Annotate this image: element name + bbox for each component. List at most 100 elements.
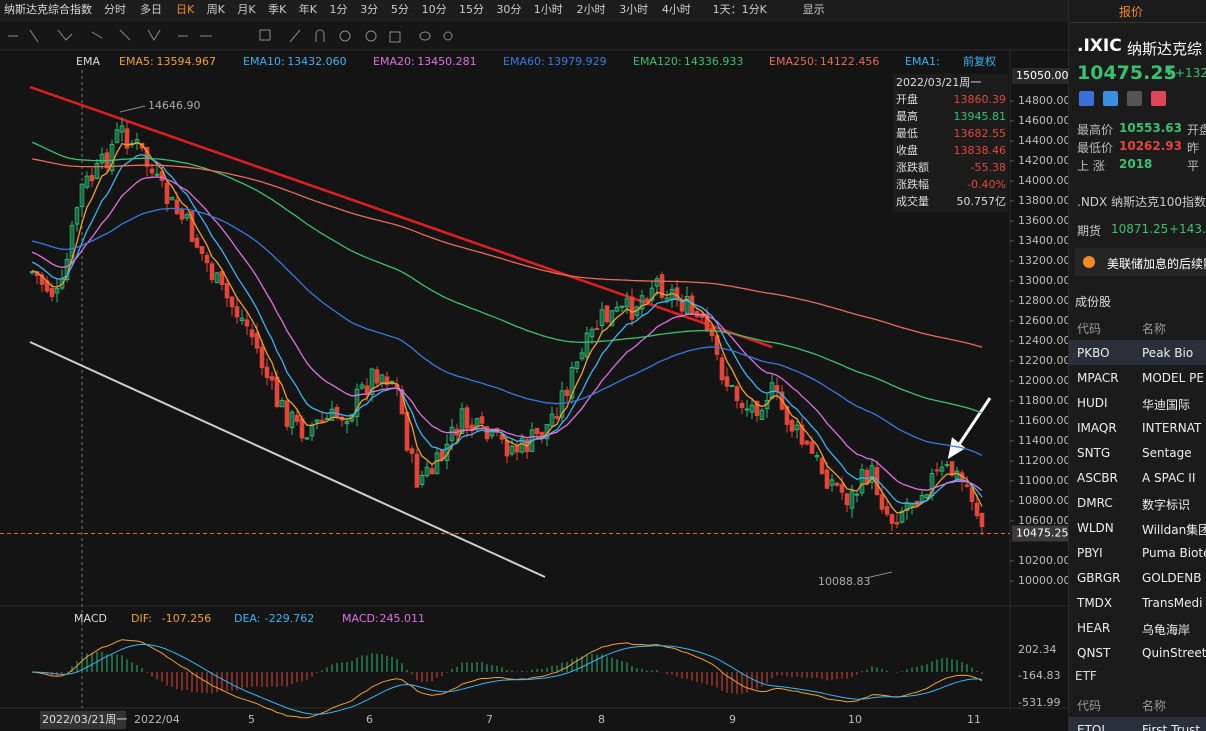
period-tab[interactable]: 15分: [459, 3, 484, 16]
arrow: ⬆: [1164, 64, 1175, 78]
period-tab[interactable]: 1小时: [534, 3, 563, 16]
icon[interactable]: [1127, 91, 1142, 106]
info-value: 13838.46: [954, 144, 1007, 157]
candle-body: [314, 419, 320, 423]
legend-value: 13432.060: [287, 55, 347, 68]
legend-value: 14336.933: [684, 55, 744, 68]
price-tick: 13600.00: [1018, 214, 1068, 227]
info-value: 13945.81: [954, 110, 1007, 123]
code[interactable]: SNTG: [1077, 446, 1111, 460]
stat-key: 最高价: [1077, 123, 1114, 137]
period-tab[interactable]: 2小时: [577, 3, 606, 16]
news-bg: [1075, 248, 1206, 276]
code[interactable]: HUDI: [1077, 396, 1108, 410]
code[interactable]: PKBO: [1077, 346, 1110, 360]
period-tab[interactable]: 多日: [140, 2, 162, 16]
stock-name[interactable]: INTERNAT: [1142, 421, 1202, 435]
stock-name[interactable]: 华迪国际: [1142, 398, 1191, 412]
stock-name[interactable]: A SPAC II: [1142, 471, 1196, 485]
stock-name[interactable]: TransMedi: [1142, 596, 1203, 610]
candle-body: [419, 475, 425, 485]
stock-name[interactable]: Willdan集团: [1142, 523, 1206, 537]
stock-name[interactable]: First Trust: [1142, 723, 1201, 731]
stock-name[interactable]: Sentage: [1142, 446, 1192, 460]
period-tab[interactable]: 季K: [268, 3, 287, 16]
period-tab[interactable]: 月K: [237, 3, 256, 16]
stat-key: 平: [1187, 159, 1200, 173]
period-tab[interactable]: 30分: [496, 3, 521, 16]
trend-line[interactable]: [29, 341, 546, 578]
info-key: 涨跌额: [896, 160, 929, 174]
news[interactable]: 美联储加息的后续影: [1107, 257, 1206, 271]
toolbar-bg: [0, 0, 1068, 22]
candle-body: [684, 296, 690, 314]
price-tick: 11800.00: [1018, 394, 1068, 407]
candle-body: [259, 346, 265, 369]
candle-body: [584, 332, 590, 358]
code[interactable]: MPACR: [1077, 371, 1119, 385]
stock-name[interactable]: QuinStreet: [1142, 646, 1206, 660]
candle-body: [219, 270, 225, 286]
candle-body: [289, 411, 295, 429]
related[interactable]: .NDX 纳斯达克100指数: [1077, 195, 1206, 209]
code[interactable]: ETQL: [1077, 723, 1109, 731]
period-tab[interactable]: 分时: [104, 3, 126, 16]
code[interactable]: TMDX: [1077, 596, 1113, 610]
panel-tab[interactable]: 报价: [1119, 5, 1144, 19]
icon[interactable]: [1079, 91, 1094, 106]
period-tab[interactable]: 3小时: [619, 3, 648, 16]
stat-value: 2018: [1119, 157, 1153, 171]
candle-body: [409, 448, 415, 454]
code[interactable]: QNST: [1077, 646, 1111, 660]
stock-name[interactable]: GOLDENB: [1142, 571, 1202, 585]
cycle[interactable]: 1天：1分K: [713, 3, 768, 16]
candle-body: [909, 503, 915, 507]
period-tab[interactable]: 日K: [176, 3, 195, 16]
legend-value: 13979.929: [547, 55, 607, 68]
candle-body: [149, 168, 155, 174]
period-tab[interactable]: 5分: [391, 3, 409, 16]
candle-body: [79, 183, 85, 208]
candle-body: [159, 170, 165, 181]
tools-bg: [0, 22, 1068, 50]
code[interactable]: IMAQR: [1077, 421, 1117, 435]
code[interactable]: HEAR: [1077, 621, 1111, 635]
icon[interactable]: [1151, 91, 1166, 106]
period-tab[interactable]: 周K: [207, 3, 226, 16]
code[interactable]: ASCBR: [1077, 471, 1118, 485]
candle-body: [944, 464, 950, 467]
period-tab[interactable]: 年K: [299, 2, 318, 16]
price-tick: 13800.00: [1018, 194, 1068, 207]
macd-name: MACD: [74, 612, 107, 625]
icon[interactable]: [1103, 91, 1118, 106]
x-label: 10: [848, 713, 862, 726]
display[interactable]: 显示: [803, 3, 825, 16]
code[interactable]: WLDN: [1077, 521, 1114, 535]
code[interactable]: GBRGR: [1077, 571, 1121, 585]
stock-name[interactable]: 数字标识: [1142, 498, 1191, 512]
drawing-tools[interactable]: [8, 29, 453, 43]
stock-name[interactable]: 乌龟海岸: [1142, 623, 1191, 637]
period-tab[interactable]: 3分: [360, 3, 378, 16]
adjust[interactable]: 前复权: [963, 54, 996, 68]
stock-name[interactable]: MODEL PE: [1142, 371, 1204, 385]
candle-body: [319, 419, 325, 423]
period-tab[interactable]: 10分: [422, 3, 447, 16]
trend-line[interactable]: [29, 85, 773, 349]
candle-body: [839, 483, 845, 493]
stock-name[interactable]: Peak Bio: [1142, 346, 1194, 360]
period-tab[interactable]: 4小时: [662, 3, 691, 16]
candle-body: [679, 300, 685, 312]
code[interactable]: PBYI: [1077, 546, 1103, 560]
candle-body: [859, 469, 865, 494]
period-tab[interactable]: 1分: [330, 3, 348, 16]
info-box: [893, 74, 1008, 212]
code[interactable]: DMRC: [1077, 496, 1113, 510]
candle-body: [354, 388, 360, 417]
price-top: 15050.00: [1016, 69, 1068, 82]
stock-name[interactable]: Puma Biote: [1142, 546, 1206, 560]
legend-label: MACD:: [342, 612, 379, 625]
x-label: 8: [598, 713, 605, 726]
candle-body: [239, 317, 245, 322]
candle-body: [599, 309, 605, 327]
